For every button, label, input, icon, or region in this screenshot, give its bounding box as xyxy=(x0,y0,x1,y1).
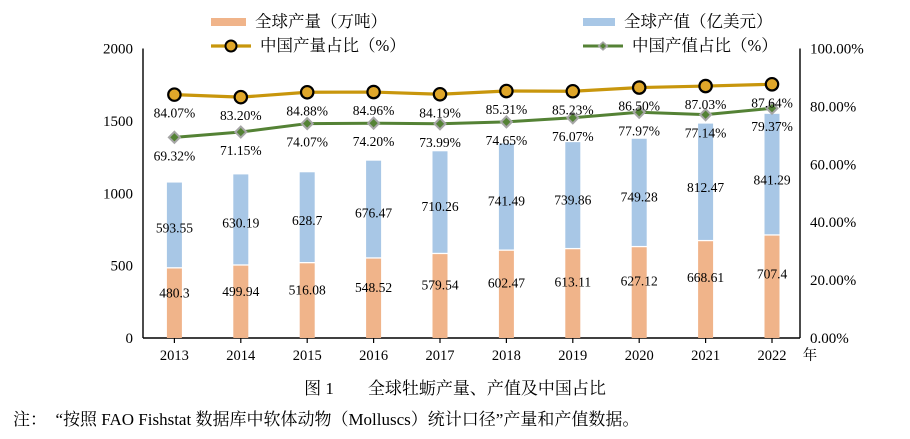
svg-text:74.20%: 74.20% xyxy=(353,134,395,149)
svg-text:739.86: 739.86 xyxy=(554,192,591,207)
svg-text:516.08: 516.08 xyxy=(289,283,326,298)
svg-text:841.29: 841.29 xyxy=(753,172,790,187)
svg-text:500: 500 xyxy=(111,259,134,275)
svg-text:2014: 2014 xyxy=(226,348,256,364)
svg-text:87.03%: 87.03% xyxy=(685,97,727,112)
svg-text:69.32%: 69.32% xyxy=(154,148,196,163)
svg-text:602.47: 602.47 xyxy=(488,275,525,290)
svg-text:707.4: 707.4 xyxy=(757,267,788,282)
svg-text:749.28: 749.28 xyxy=(621,190,658,205)
svg-text:480.3: 480.3 xyxy=(159,286,190,301)
svg-text:74.65%: 74.65% xyxy=(486,133,528,148)
svg-text:74.07%: 74.07% xyxy=(286,135,328,150)
svg-text:741.49: 741.49 xyxy=(488,194,525,209)
svg-text:676.47: 676.47 xyxy=(355,205,392,220)
svg-text:85.23%: 85.23% xyxy=(552,102,594,117)
svg-text:2015: 2015 xyxy=(293,348,322,364)
svg-text:499.94: 499.94 xyxy=(222,284,259,299)
svg-text:84.88%: 84.88% xyxy=(286,103,328,118)
svg-text:100.00%: 100.00% xyxy=(810,42,864,58)
svg-text:77.97%: 77.97% xyxy=(618,123,660,138)
svg-text:2018: 2018 xyxy=(492,348,521,364)
svg-text:80.00%: 80.00% xyxy=(810,99,856,115)
svg-text:0: 0 xyxy=(126,331,134,347)
svg-text:2013: 2013 xyxy=(160,348,189,364)
svg-text:2019: 2019 xyxy=(558,348,587,364)
svg-text:84.19%: 84.19% xyxy=(419,105,461,120)
svg-text:593.55: 593.55 xyxy=(156,220,193,235)
svg-text:84.07%: 84.07% xyxy=(154,106,196,121)
svg-text:年: 年 xyxy=(803,346,818,364)
svg-text:613.11: 613.11 xyxy=(554,275,591,290)
svg-text:20.00%: 20.00% xyxy=(810,273,856,289)
svg-text:86.50%: 86.50% xyxy=(618,99,660,114)
svg-text:84.96%: 84.96% xyxy=(353,103,395,118)
svg-text:76.07%: 76.07% xyxy=(552,129,594,144)
svg-text:1000: 1000 xyxy=(103,186,133,202)
svg-text:71.15%: 71.15% xyxy=(220,143,262,158)
svg-text:0.00%: 0.00% xyxy=(810,331,849,347)
svg-text:2016: 2016 xyxy=(359,348,388,364)
svg-text:77.14%: 77.14% xyxy=(685,126,727,141)
svg-text:710.26: 710.26 xyxy=(421,199,458,214)
svg-text:2000: 2000 xyxy=(103,42,133,58)
svg-text:40.00%: 40.00% xyxy=(810,215,856,231)
svg-text:548.52: 548.52 xyxy=(355,280,392,295)
svg-text:60.00%: 60.00% xyxy=(810,157,856,173)
svg-text:1500: 1500 xyxy=(103,114,133,130)
svg-text:79.37%: 79.37% xyxy=(751,119,793,134)
svg-text:2017: 2017 xyxy=(426,348,455,364)
svg-text:73.99%: 73.99% xyxy=(419,135,461,150)
svg-text:85.31%: 85.31% xyxy=(486,102,528,117)
svg-text:83.20%: 83.20% xyxy=(220,108,262,123)
svg-text:630.19: 630.19 xyxy=(222,215,259,230)
svg-text:2021: 2021 xyxy=(691,348,720,364)
svg-text:2022: 2022 xyxy=(758,348,787,364)
svg-text:627.12: 627.12 xyxy=(621,273,658,288)
svg-text:812.47: 812.47 xyxy=(687,180,724,195)
svg-text:628.7: 628.7 xyxy=(292,213,323,228)
svg-text:579.54: 579.54 xyxy=(421,277,458,292)
svg-text:87.64%: 87.64% xyxy=(751,95,793,110)
svg-text:668.61: 668.61 xyxy=(687,270,724,285)
svg-text:2020: 2020 xyxy=(625,348,654,364)
